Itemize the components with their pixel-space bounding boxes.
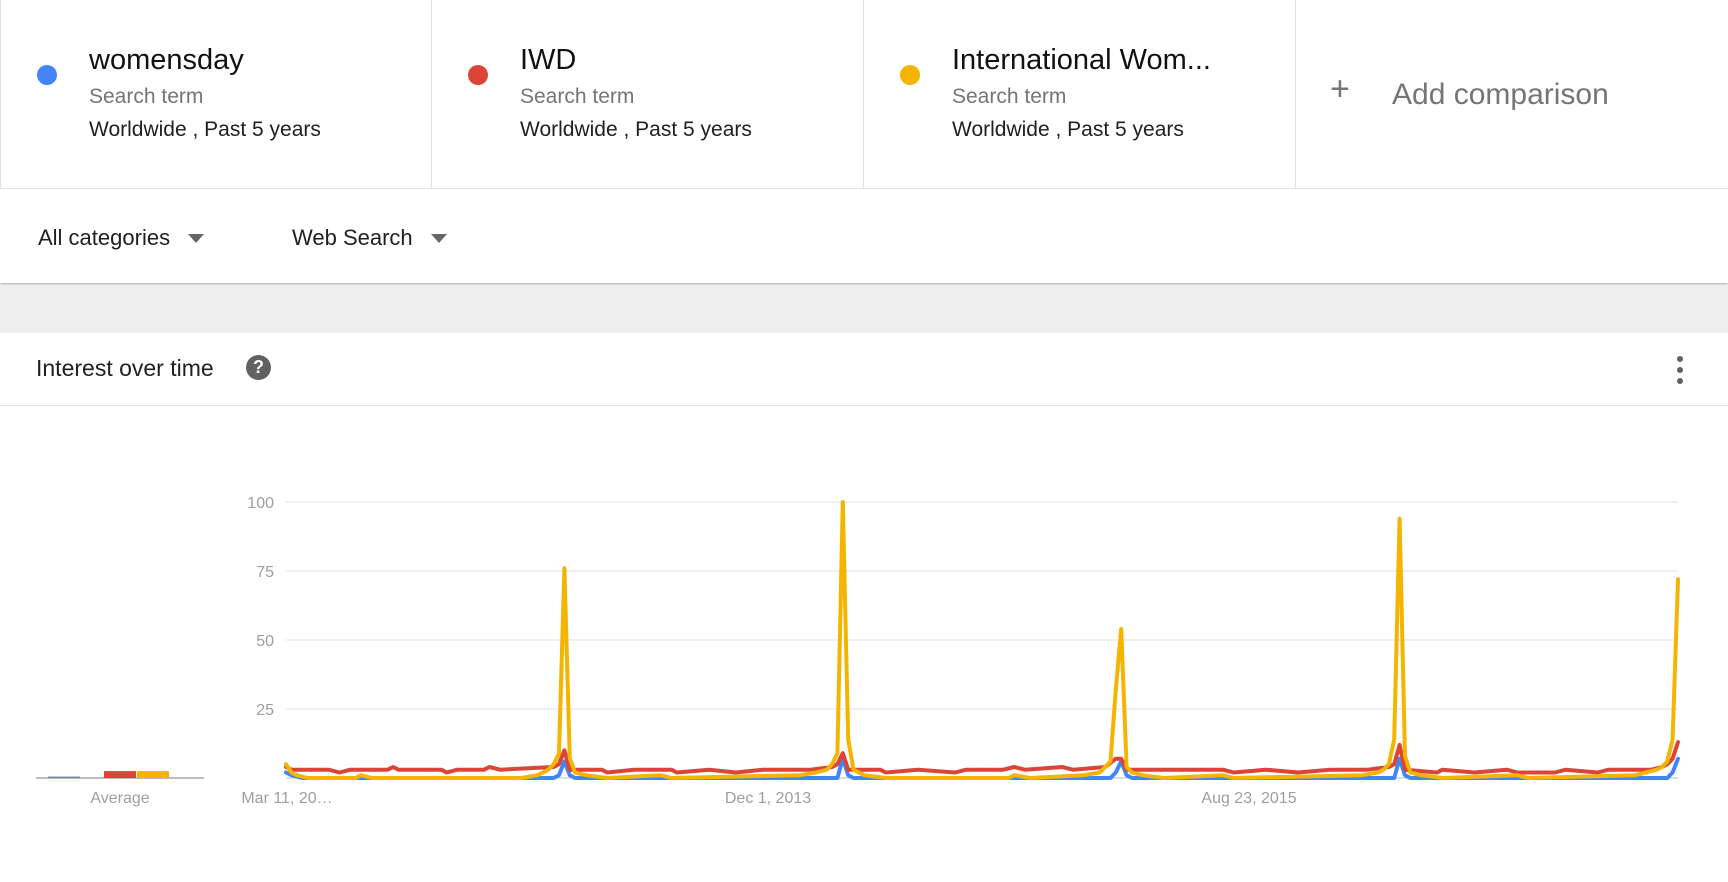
series-line-iwd bbox=[284, 740, 1680, 775]
series-line-international-wom bbox=[284, 500, 1680, 780]
series-color-dot bbox=[468, 65, 488, 85]
search-type-dropdown-label: Web Search bbox=[292, 225, 413, 250]
term-scope[interactable]: Worldwide , Past 5 years bbox=[89, 118, 321, 141]
average-bar bbox=[137, 771, 169, 778]
y-tick-label: 75 bbox=[256, 564, 274, 581]
caret-down-icon bbox=[430, 233, 447, 243]
caret-down-icon bbox=[188, 233, 205, 243]
term-type: Search term bbox=[520, 85, 635, 108]
term-scope[interactable]: Worldwide , Past 5 years bbox=[952, 118, 1184, 141]
section-divider bbox=[0, 285, 1728, 333]
interest-over-time-chart: 25 50 75 100 Mar 11, 20… Dec 1, 2013 Aug 23, 2… bbox=[36, 495, 1680, 807]
x-tick-label: Mar 11, 20… bbox=[241, 790, 332, 807]
x-tick-label: Dec 1, 2013 bbox=[725, 790, 811, 807]
filter-bar: All categories Web Search bbox=[0, 189, 1728, 283]
card-title: Interest over time bbox=[36, 355, 214, 381]
average-bar bbox=[104, 771, 136, 778]
question-icon[interactable]: ? bbox=[246, 355, 271, 380]
average-bar bbox=[48, 776, 80, 778]
term-card-iwd[interactable]: IWD Search term Worldwide , Past 5 years bbox=[432, 0, 864, 188]
average-label: Average bbox=[90, 790, 149, 807]
term-card-womensday[interactable]: womensday Search term Worldwide , Past 5… bbox=[0, 0, 432, 188]
card-header: Interest over time ? bbox=[0, 333, 1728, 406]
add-comparison-label[interactable]: Add comparison bbox=[1392, 78, 1609, 111]
term-name[interactable]: IWD bbox=[520, 44, 577, 76]
term-type: Search term bbox=[952, 85, 1067, 108]
y-tick-label: 25 bbox=[256, 702, 274, 719]
term-name[interactable]: International Wom... bbox=[952, 44, 1211, 76]
x-tick-label: Aug 23, 2015 bbox=[1201, 790, 1296, 807]
y-tick-label: 50 bbox=[256, 633, 274, 650]
term-scope[interactable]: Worldwide , Past 5 years bbox=[520, 118, 752, 141]
series-color-dot bbox=[37, 65, 57, 85]
more-vert-icon[interactable] bbox=[1670, 355, 1690, 385]
term-type: Search term bbox=[89, 85, 204, 108]
plus-icon[interactable]: + bbox=[1330, 70, 1350, 108]
comparison-bar: womensday Search term Worldwide , Past 5… bbox=[0, 0, 1728, 189]
term-name[interactable]: womensday bbox=[89, 44, 244, 76]
category-dropdown-label: All categories bbox=[38, 225, 171, 250]
y-tick-label: 100 bbox=[247, 495, 274, 512]
search-type-dropdown[interactable]: Web Search bbox=[292, 225, 447, 251]
add-comparison-button[interactable]: + Add comparison bbox=[1296, 0, 1728, 188]
series-color-dot bbox=[900, 65, 920, 85]
interest-over-time-card: Interest over time ? 25 50 75 100 Mar 11, 20… bbox=[0, 333, 1728, 882]
category-dropdown[interactable]: All categories bbox=[38, 225, 205, 251]
term-card-international-womens-day[interactable]: International Wom... Search term Worldwi… bbox=[864, 0, 1296, 188]
